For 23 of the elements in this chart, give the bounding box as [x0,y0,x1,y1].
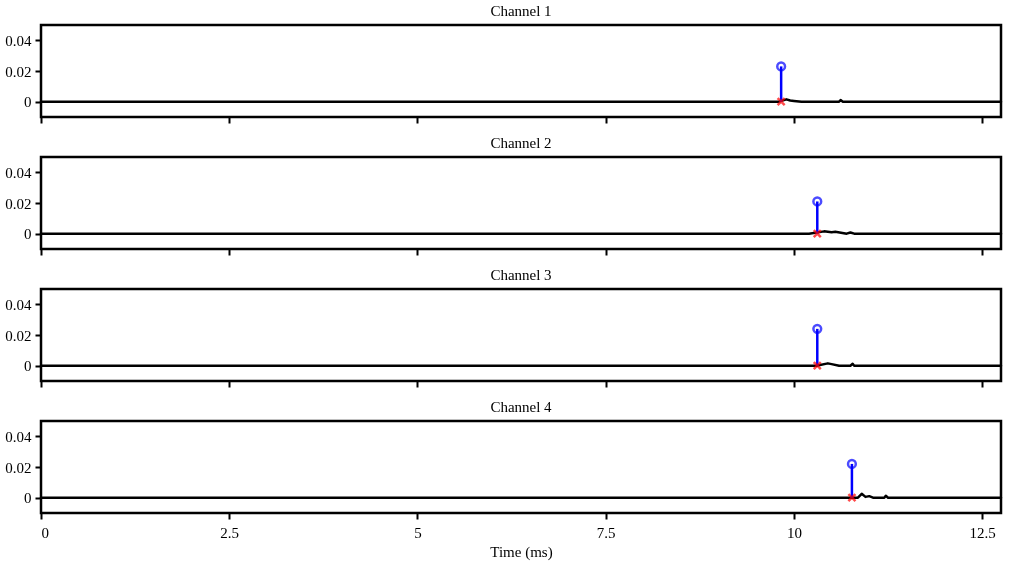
x-tick-label: 0 [41,524,49,541]
y-tick-label: 0 [24,94,32,111]
y-tick-label: 0.02 [5,327,32,344]
y-tick-label: 0.04 [5,32,32,49]
x-tick-label: 10 [786,524,802,541]
x-tick-label: 5 [414,524,422,541]
x-tick-label: 7.5 [596,524,616,541]
chart-title: Channel 2 [490,135,552,151]
y-tick-label: 0.02 [5,195,32,212]
chart-title: Channel 4 [490,399,553,415]
y-tick-label: 0.04 [5,296,32,313]
y-tick-label: 0.02 [5,63,32,80]
y-tick-label: 0.04 [5,428,32,445]
y-tick-label: 0.04 [5,164,32,181]
chart-title: Channel 3 [490,267,552,283]
y-tick-label: 0 [24,226,32,243]
x-axis-title: Time (ms) [490,543,553,561]
y-tick-label: 0 [24,358,32,375]
chart-title: Channel 1 [490,3,552,19]
y-tick-label: 0.02 [5,459,32,476]
y-tick-label: 0 [24,490,32,507]
x-tick-label: 12.5 [969,524,996,541]
x-tick-label: 2.5 [220,524,240,541]
